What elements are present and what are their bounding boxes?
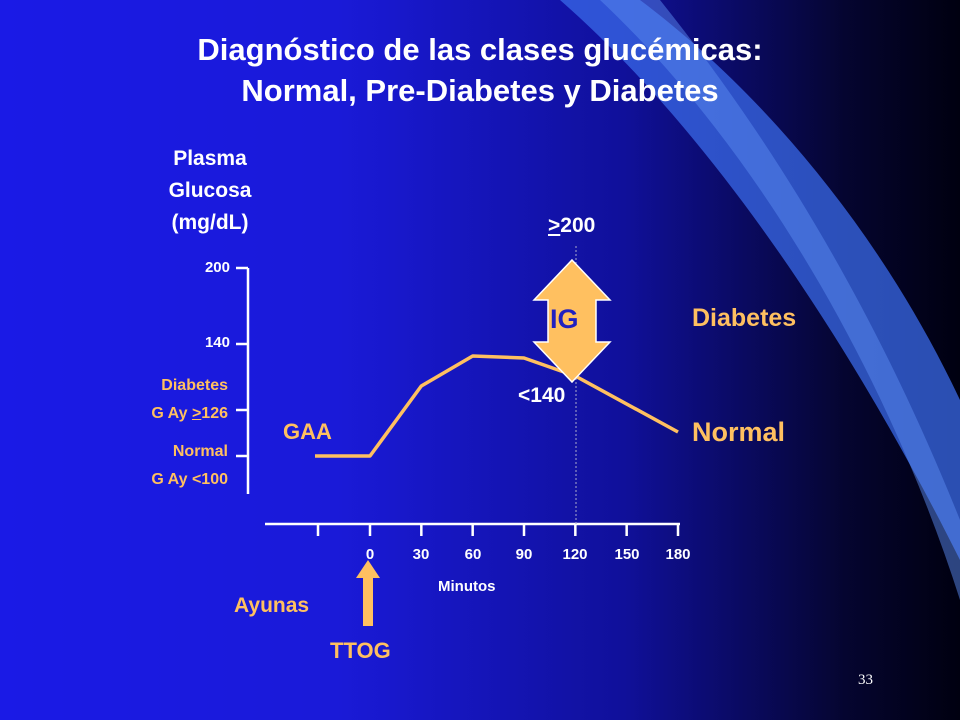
x-tick-label-120: 120 [562, 546, 588, 563]
ttog-label: TTOG [330, 638, 391, 663]
y-axis-label-line1: Plasma [173, 147, 247, 170]
ig-label: IG [550, 304, 579, 334]
y-tick-label-200: 200 [204, 259, 230, 276]
slide-title-line1: Diagnóstico de las clases glucémicas: [197, 32, 763, 67]
x-tick-label-180: 180 [665, 546, 691, 563]
threshold-normal-label: Normal [172, 443, 228, 460]
threshold-diabetes-value: G Ay >126 [151, 405, 228, 422]
lower-threshold-label: <140 [518, 384, 566, 407]
glucose-curve-line [315, 354, 679, 458]
x-tick-label-90: 90 [515, 546, 533, 563]
x-axis-ticks [316, 524, 680, 536]
y-axis-label-line3: (mg/dL) [171, 211, 249, 234]
ttog-arrow [356, 560, 380, 626]
decorative-swoosh [560, 0, 960, 560]
x-tick-label-60: 60 [464, 546, 482, 563]
upper-threshold-label: >200 [548, 214, 596, 237]
normal-label: Normal [692, 417, 786, 447]
y-axis-label-line2: Glucosa [168, 179, 252, 202]
fasting-label: Ayunas [234, 594, 310, 617]
x-tick-label-0: 0 [365, 546, 375, 563]
y-tick-label-140: 140 [204, 334, 230, 351]
slide-title-line2: Normal, Pre-Diabetes y Diabetes [241, 73, 719, 108]
threshold-normal-value: G Ay <100 [151, 471, 228, 488]
slide-number: 33 [858, 672, 873, 688]
x-axis-label: Minutos [438, 578, 496, 595]
ig-double-arrow [532, 258, 612, 384]
threshold-diabetes-label: Diabetes [161, 377, 228, 394]
x-tick-label-30: 30 [412, 546, 430, 563]
x-tick-label-150: 150 [614, 546, 640, 563]
diabetes-label: Diabetes [692, 304, 797, 332]
gaa-label: GAA [283, 419, 332, 444]
